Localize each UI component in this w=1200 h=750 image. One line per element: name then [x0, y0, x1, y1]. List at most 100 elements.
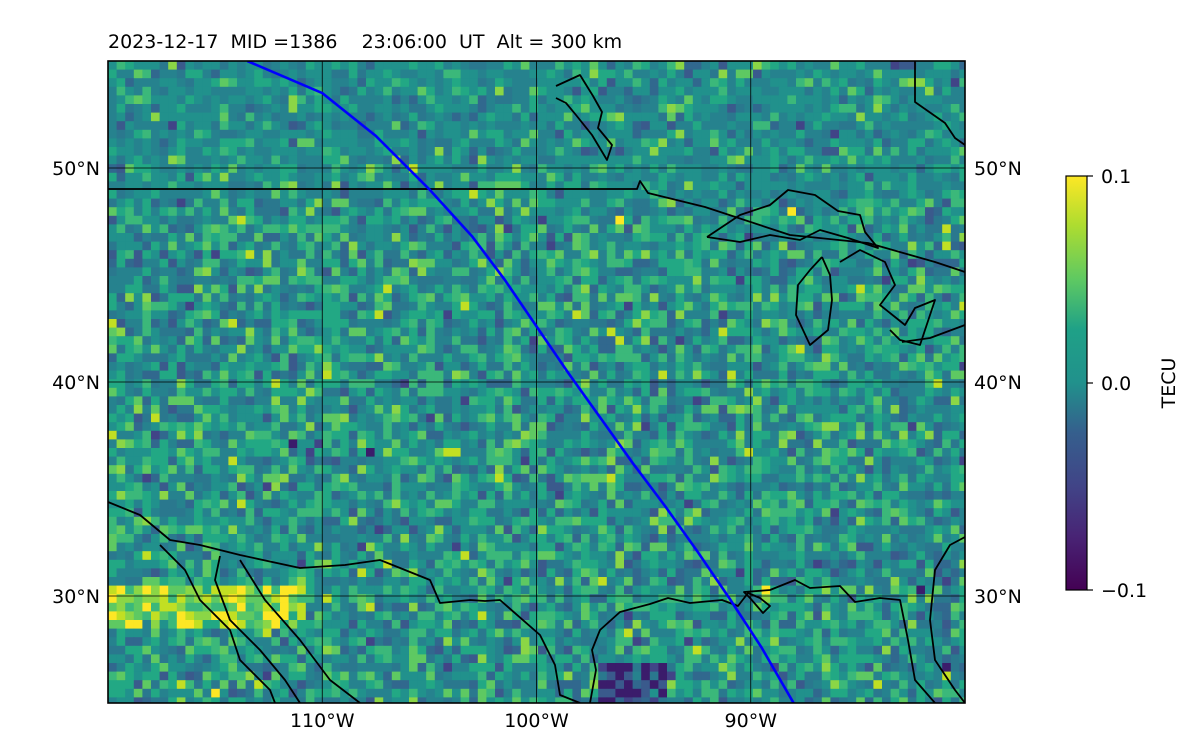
tec-cell	[821, 190, 831, 199]
tec-cell	[434, 387, 444, 397]
tec-cell	[667, 465, 676, 475]
tec-cell	[245, 172, 255, 182]
tec-cell	[615, 61, 625, 70]
tec-cell	[391, 344, 401, 354]
tec-cell	[417, 482, 427, 492]
tec-cell	[572, 448, 582, 457]
tec-cell	[228, 172, 238, 182]
tec-cell	[856, 241, 866, 251]
tec-cell	[598, 61, 608, 70]
tec-cell	[710, 190, 719, 199]
tec-cell	[262, 224, 272, 234]
tec-cell	[297, 129, 307, 139]
tec-cell	[374, 473, 384, 483]
tec-cell	[804, 138, 814, 148]
tec-cell	[366, 284, 375, 294]
tec-cell	[555, 69, 565, 79]
tec-cell	[245, 344, 255, 354]
tec-cell	[778, 439, 788, 449]
tec-cell	[649, 78, 659, 88]
tec-cell	[538, 207, 547, 217]
tec-cell	[555, 164, 565, 174]
tec-cell	[916, 422, 926, 432]
tec-cell	[374, 155, 384, 165]
tec-cell	[460, 258, 470, 268]
tec-cell	[744, 215, 754, 225]
tec-cell	[821, 319, 831, 328]
tec-cell	[125, 336, 135, 346]
tec-cell	[916, 86, 926, 96]
tec-cell	[950, 155, 960, 165]
tec-cell	[890, 215, 900, 225]
tec-cell	[649, 224, 659, 234]
tec-cell	[839, 336, 848, 346]
tec-cell	[821, 112, 831, 122]
tec-cell	[675, 86, 685, 96]
tec-cell	[374, 353, 384, 363]
tec-cell	[641, 344, 651, 354]
tec-cell	[692, 422, 702, 432]
tec-cell	[159, 422, 169, 432]
tec-cell	[787, 448, 797, 457]
tec-cell	[907, 439, 917, 449]
tec-cell	[856, 276, 866, 285]
tec-cell	[142, 78, 152, 88]
tec-cell	[581, 250, 590, 260]
tec-cell	[856, 284, 866, 294]
tec-cell	[839, 439, 848, 449]
tec-cell	[262, 78, 272, 88]
tec-cell	[348, 198, 358, 208]
tec-cell	[598, 336, 608, 346]
tec-cell	[219, 276, 229, 285]
tec-cell	[581, 301, 590, 311]
tec-cell	[357, 344, 367, 354]
tec-cell	[581, 422, 590, 432]
tec-cell	[942, 387, 952, 397]
tec-cell	[219, 284, 229, 294]
tec-cell	[890, 138, 900, 148]
tec-cell	[323, 379, 332, 389]
tec-cell	[237, 353, 246, 363]
tec-cell	[340, 396, 350, 406]
tec-cell	[452, 310, 461, 320]
tec-cell	[950, 362, 960, 371]
tec-cell	[641, 181, 651, 191]
tec-cell	[151, 95, 160, 105]
tec-cell	[890, 224, 900, 234]
tec-cell	[606, 310, 616, 320]
tec-cell	[142, 129, 152, 139]
tec-cell	[409, 405, 418, 414]
tec-cell	[133, 293, 143, 303]
tec-cell	[710, 353, 719, 363]
tec-cell	[684, 267, 694, 277]
tec-cell	[804, 327, 814, 337]
tec-cell	[477, 155, 487, 165]
tec-cell	[667, 344, 676, 354]
tec-cell	[400, 147, 410, 156]
tec-cell	[452, 250, 461, 260]
tec-cell	[288, 327, 298, 337]
tec-cell	[469, 276, 479, 285]
tec-cell	[718, 138, 728, 148]
tec-cell	[305, 413, 315, 423]
tec-cell	[374, 215, 384, 225]
tec-cell	[778, 370, 788, 380]
tec-cell	[667, 207, 676, 217]
tec-cell	[606, 147, 616, 156]
tec-cell	[735, 327, 745, 337]
tec-cell	[589, 413, 599, 423]
tec-cell	[873, 233, 883, 242]
tec-cell	[237, 172, 246, 182]
tec-cell	[288, 207, 298, 217]
tec-cell	[804, 207, 814, 217]
tec-cell	[383, 413, 393, 423]
tec-cell	[331, 155, 341, 165]
tec-cell	[735, 465, 745, 475]
tec-cell	[701, 112, 711, 122]
tec-cell	[925, 456, 934, 466]
tec-cell	[245, 190, 255, 199]
tec-cell	[606, 129, 616, 139]
tec-cell	[942, 413, 952, 423]
tec-cell	[890, 413, 900, 423]
tec-cell	[297, 198, 307, 208]
